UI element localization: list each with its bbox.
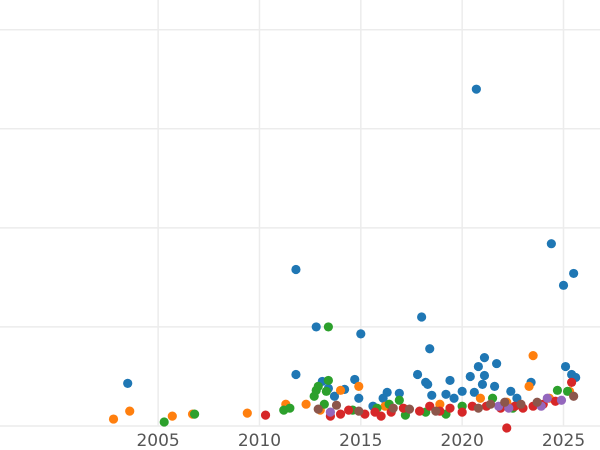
data-point [319,399,329,409]
data-point [532,397,542,407]
data-point [335,385,346,395]
data-point [441,389,451,399]
series-1 [123,84,581,411]
data-point [108,414,119,424]
data-point [569,268,579,279]
data-point [404,404,415,414]
data-point [473,403,483,413]
data-point [457,386,467,396]
data-point [477,379,488,389]
x-tick-label: 2005 [136,431,179,450]
data-point [542,393,552,403]
data-point [465,371,475,382]
data-point [301,399,311,409]
data-point [546,239,556,249]
data-point [425,344,435,354]
data-points [108,84,581,433]
grid [0,0,600,427]
data-point [500,397,510,407]
data-point [354,406,364,416]
data-point [489,381,500,391]
data-point [311,322,321,332]
data-point [412,369,423,380]
data-point [417,312,427,322]
data-point [516,399,526,409]
data-point [469,387,479,397]
data-point [492,358,502,369]
data-point [485,399,496,409]
data-point [376,411,386,421]
data-point [475,393,486,403]
data-point [323,322,333,332]
data-point [344,405,354,415]
data-point [125,406,135,416]
data-point [354,381,364,391]
data-point [449,393,459,403]
data-point [331,400,342,410]
data-point [506,386,516,396]
data-point [425,401,435,411]
data-point [350,374,360,385]
data-point [189,409,200,419]
x-tick-label: 2010 [238,431,281,450]
data-point [528,351,538,361]
data-point [502,423,512,433]
series-6 [313,391,579,416]
data-point [524,381,534,391]
data-point [560,361,571,372]
data-point [471,84,481,94]
data-point [435,399,445,409]
data-point [473,361,483,372]
x-tick-label: 2025 [542,431,585,450]
data-point [552,385,563,395]
data-point [356,329,366,339]
data-point [567,377,577,388]
data-point [382,387,392,397]
data-point [569,391,579,401]
data-point [457,407,467,417]
data-point [556,395,567,405]
data-point [329,391,340,401]
x-tick-label: 2015 [339,431,382,450]
x-axis-tick-labels: 2005 2010 2015 2020 2025 [136,431,585,450]
data-point [321,386,331,396]
x-tick-label: 2020 [441,431,484,450]
data-point [558,280,569,290]
data-point [394,388,404,398]
data-point [291,369,301,380]
data-point [394,395,404,405]
data-point [313,404,323,414]
data-point [562,386,573,396]
data-point [388,403,398,413]
data-point [445,403,455,413]
data-point [323,375,333,386]
data-point [325,407,336,417]
data-point [479,370,490,381]
data-point [479,353,490,363]
data-point [431,406,441,416]
data-point [285,403,295,413]
data-point [167,411,177,421]
data-point [123,378,133,388]
data-point [335,409,346,419]
data-point [445,375,455,386]
data-point [427,390,437,400]
data-point [242,408,252,418]
data-point [313,381,323,391]
data-point [423,379,433,389]
data-point [414,406,425,416]
data-point [354,393,364,403]
data-point [291,264,301,275]
data-point [260,410,271,420]
data-point [159,417,169,427]
